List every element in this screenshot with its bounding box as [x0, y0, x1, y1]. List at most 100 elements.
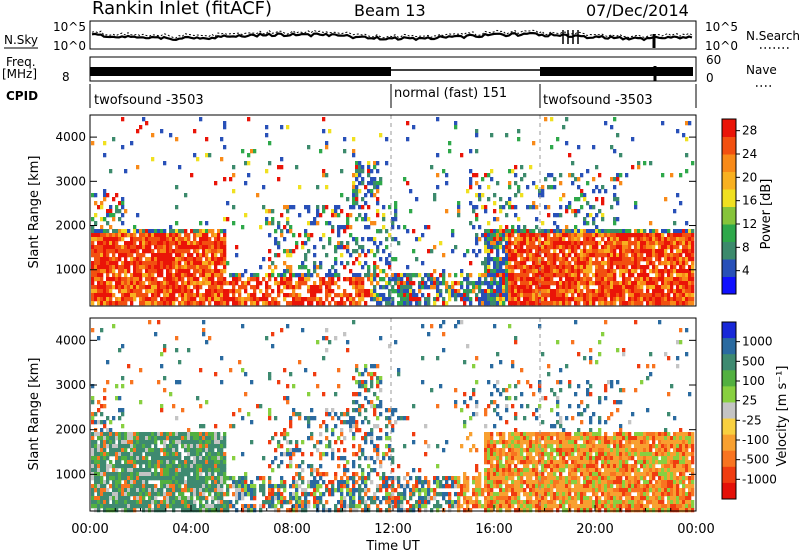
data-cell	[589, 265, 593, 270]
data-cell	[367, 472, 371, 477]
data-cell	[295, 500, 299, 505]
data-cell	[622, 265, 626, 270]
data-cell	[208, 432, 212, 437]
data-cell	[433, 504, 437, 509]
data-cell	[232, 189, 236, 194]
data-cell	[661, 301, 665, 306]
data-cell	[361, 277, 365, 282]
data-cell	[568, 237, 572, 242]
data-cell	[103, 193, 107, 198]
data-cell	[136, 265, 140, 270]
data-cell	[670, 245, 674, 250]
data-cell	[115, 484, 119, 489]
data-cell	[388, 420, 392, 425]
data-cell	[181, 285, 185, 290]
data-cell	[157, 320, 161, 325]
data-cell	[145, 237, 149, 242]
data-cell	[196, 253, 200, 258]
data-cell	[130, 472, 134, 477]
data-cell	[97, 273, 101, 278]
data-cell	[688, 229, 692, 234]
data-cell	[412, 504, 416, 509]
data-cell	[616, 289, 620, 294]
data-cell	[157, 448, 161, 453]
data-cell	[340, 480, 344, 485]
data-cell	[166, 432, 170, 437]
data-cell	[103, 468, 107, 473]
data-cell	[94, 245, 98, 250]
data-cell	[571, 161, 575, 166]
data-cell	[466, 476, 470, 481]
data-cell	[214, 245, 218, 250]
data-cell	[589, 301, 593, 306]
data-cell	[478, 273, 482, 278]
data-cell	[310, 289, 314, 294]
data-cell	[313, 504, 317, 509]
data-cell	[130, 456, 134, 461]
data-cell	[664, 293, 668, 298]
data-cell	[133, 245, 137, 250]
data-cell	[385, 488, 389, 493]
data-cell	[199, 229, 203, 234]
data-cell	[682, 265, 686, 270]
data-cell	[370, 297, 374, 302]
data-cell	[583, 301, 587, 306]
data-cell	[325, 285, 329, 290]
data-cell	[610, 277, 614, 282]
data-cell	[97, 508, 101, 513]
data-cell	[247, 412, 251, 417]
data-cell	[211, 285, 215, 290]
data-cell	[574, 177, 578, 182]
data-cell	[340, 169, 344, 174]
data-cell	[484, 261, 488, 266]
data-cell	[475, 241, 479, 246]
data-cell	[418, 273, 422, 278]
data-cell	[154, 241, 158, 246]
data-cell	[601, 301, 605, 306]
data-cell	[421, 496, 425, 501]
data-cell	[211, 432, 215, 437]
data-cell	[424, 488, 428, 493]
data-cell	[181, 245, 185, 250]
data-cell	[673, 281, 677, 286]
data-cell	[607, 237, 611, 242]
data-cell	[340, 508, 344, 513]
data-cell	[430, 388, 434, 393]
data-cell	[199, 301, 203, 306]
data-cell	[358, 253, 362, 258]
data-cell	[121, 197, 125, 202]
data-cell	[223, 464, 227, 469]
data-cell	[376, 424, 380, 429]
data-cell	[517, 253, 521, 258]
data-cell	[172, 464, 176, 469]
data-cell	[358, 173, 362, 178]
data-cell	[538, 237, 542, 242]
data-cell	[223, 237, 227, 242]
data-cell	[580, 249, 584, 254]
data-cell	[493, 301, 497, 306]
data-cell	[133, 265, 137, 270]
data-cell	[520, 285, 524, 290]
data-cell	[568, 173, 572, 178]
data-cell	[253, 484, 257, 489]
data-cell	[682, 233, 686, 238]
data-cell	[448, 496, 452, 501]
data-cell	[232, 424, 236, 429]
data-cell	[355, 301, 359, 306]
data-cell	[376, 364, 380, 369]
data-cell	[355, 173, 359, 178]
data-cell	[274, 496, 278, 501]
data-cell	[148, 508, 152, 513]
data-cell	[394, 277, 398, 282]
data-cell	[238, 301, 242, 306]
data-cell	[424, 297, 428, 302]
data-cell	[358, 181, 362, 186]
data-cell	[352, 476, 356, 481]
data-cell	[205, 496, 209, 501]
data-cell	[382, 452, 386, 457]
data-cell	[121, 468, 125, 473]
data-cell	[385, 476, 389, 481]
data-cell	[406, 301, 410, 306]
data-cell	[202, 301, 206, 306]
data-cell	[688, 249, 692, 254]
